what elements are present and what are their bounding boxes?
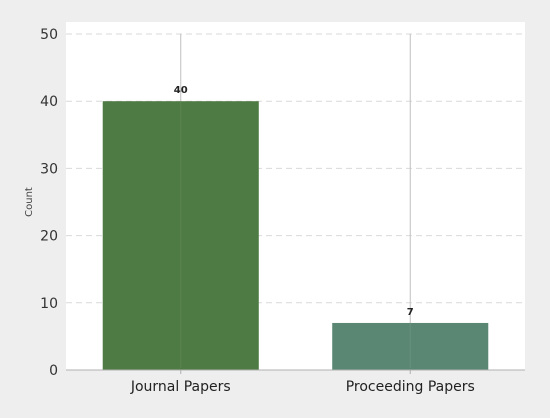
y-tick-label: 40 [40, 94, 58, 110]
bar-value-label: 40 [174, 85, 188, 96]
y-axis-label: Count [24, 187, 35, 217]
y-tick-label: 30 [40, 161, 58, 177]
axis-layer: 0 10 20 30 40 50 Journal Papers Proceeding Pape… [40, 27, 525, 395]
x-tick-label: Journal Papers [130, 379, 231, 395]
y-tick-label: 50 [40, 27, 58, 43]
y-tick-label: 0 [49, 363, 58, 379]
bar-value-label: 7 [407, 307, 414, 318]
bar [102, 101, 259, 370]
bar [332, 322, 489, 370]
x-tick-label: Proceeding Papers [346, 379, 475, 395]
bar-layer: 40 7 [102, 34, 489, 370]
y-tick-label: 20 [40, 229, 58, 245]
y-tick-label: 10 [40, 296, 58, 312]
grid-layer [66, 33, 525, 304]
